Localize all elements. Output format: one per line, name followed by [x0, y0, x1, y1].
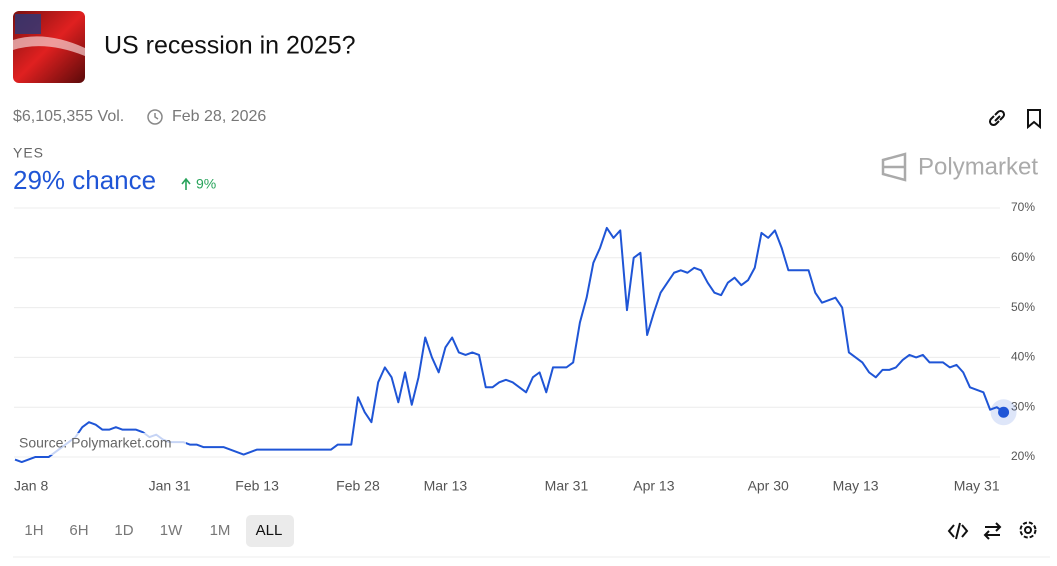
y-tick-label: 70% [1011, 200, 1035, 214]
x-tick-label: Mar 31 [545, 478, 589, 494]
code-icon[interactable] [947, 522, 969, 540]
y-tick-label: 30% [1011, 399, 1035, 413]
x-tick-label: Feb 13 [235, 478, 279, 494]
y-tick-label: 60% [1011, 250, 1035, 264]
bookmark-icon[interactable] [1027, 109, 1041, 130]
settings-icon[interactable] [1019, 521, 1037, 539]
timeframe-button[interactable]: 1D [114, 522, 133, 539]
up-arrow [181, 177, 191, 190]
x-tick-label: Jan 8 [14, 478, 48, 494]
x-tick-label: Jan 31 [149, 478, 191, 494]
timeframe-button[interactable]: 1H [24, 522, 43, 539]
y-tick-label: 20% [1011, 449, 1035, 463]
market-icon [13, 11, 85, 83]
timeframes: 1H 6H 1D 1W 1M ALL [24, 515, 294, 547]
change: 9% [196, 176, 216, 192]
y-tick-label: 50% [1011, 300, 1035, 314]
timeframe-button[interactable]: 6H [69, 522, 88, 539]
x-tick-label: May 31 [954, 478, 1000, 494]
source-label: Source: Polymarket.com [19, 435, 172, 451]
link-icon[interactable] [988, 109, 1006, 127]
price-line [14, 226, 1005, 464]
x-tick-label: Feb 28 [336, 478, 380, 494]
y-tick-label: 40% [1011, 350, 1035, 364]
x-tick-label: Mar 13 [424, 478, 468, 494]
swap-icon[interactable] [983, 522, 1002, 540]
volume: $6,105,355 Vol. [13, 108, 124, 125]
clock-icon [147, 109, 163, 125]
outcome-label: YES [13, 145, 44, 161]
brand-name: Polymarket [918, 153, 1038, 180]
market-title: US recession in 2025? [104, 32, 356, 60]
chance: 29% chance [13, 165, 156, 195]
timeframe-button[interactable]: ALL [256, 522, 283, 539]
last-point [998, 406, 1010, 418]
source-background [14, 433, 186, 455]
brand-logo [881, 152, 907, 182]
x-tick-label: Apr 13 [633, 478, 674, 494]
timeframe-button[interactable]: 1M [210, 522, 231, 539]
timeframe-button[interactable]: 1W [160, 522, 183, 539]
end-date: Feb 28, 2026 [172, 108, 266, 125]
timeframe-selected[interactable] [246, 515, 294, 547]
x-tick-label: May 13 [833, 478, 879, 494]
chart: 20% 30% 40% 50% 60% 70% Jan 8 Jan 31 Feb 13 Feb 2… [14, 200, 1035, 494]
x-tick-label: Apr 30 [748, 478, 789, 494]
